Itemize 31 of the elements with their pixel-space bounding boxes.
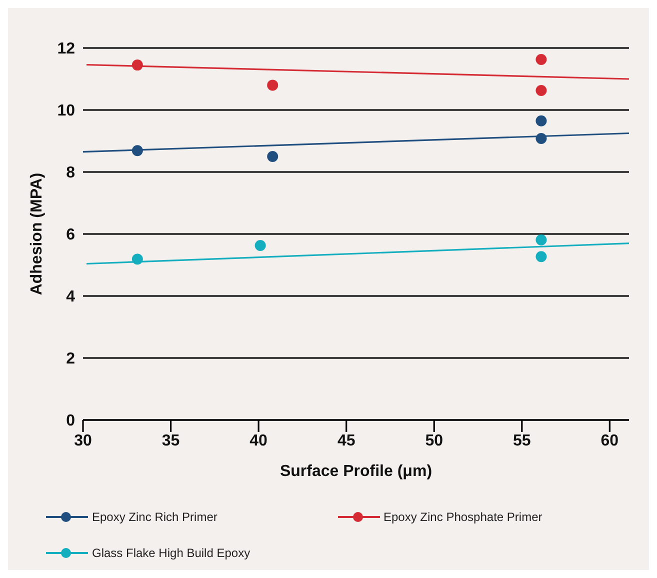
point [536,54,547,65]
y-tick-label: 0 [66,412,76,430]
point [267,80,278,91]
point [254,240,266,251]
y-tick-label: 8 [66,164,76,182]
point [267,151,278,162]
y-tick-label: 4 [66,288,76,306]
x-tick-label: 55 [513,432,531,450]
point [536,234,547,246]
y-axis-title: Adhesion (MPA) [28,172,46,296]
x-tick-label: 35 [162,432,180,450]
x-tick-label: 50 [425,432,444,450]
y-tick-label: 6 [66,226,76,244]
point [536,84,547,96]
x-tick-label: 40 [250,432,268,450]
point [536,115,547,126]
point [132,145,143,156]
x-tick-label: 45 [337,432,356,450]
y-tick-label: 10 [57,102,76,120]
x-tick-label: 30 [74,432,92,450]
x-tick-label: 60 [600,432,619,450]
x-axis-title: Surface Profile (μm) [280,463,432,480]
legend-label: Glass Flake High Build Epoxy [92,546,250,560]
y-tick-label: 2 [66,350,76,368]
legend-label: Epoxy Zinc Phosphate Primer [384,510,542,524]
point [132,254,143,265]
point [536,133,547,144]
point [132,60,143,71]
point [536,251,547,262]
y-tick-label: 12 [57,40,76,58]
legend-label: Epoxy Zinc Rich Primer [92,510,218,524]
